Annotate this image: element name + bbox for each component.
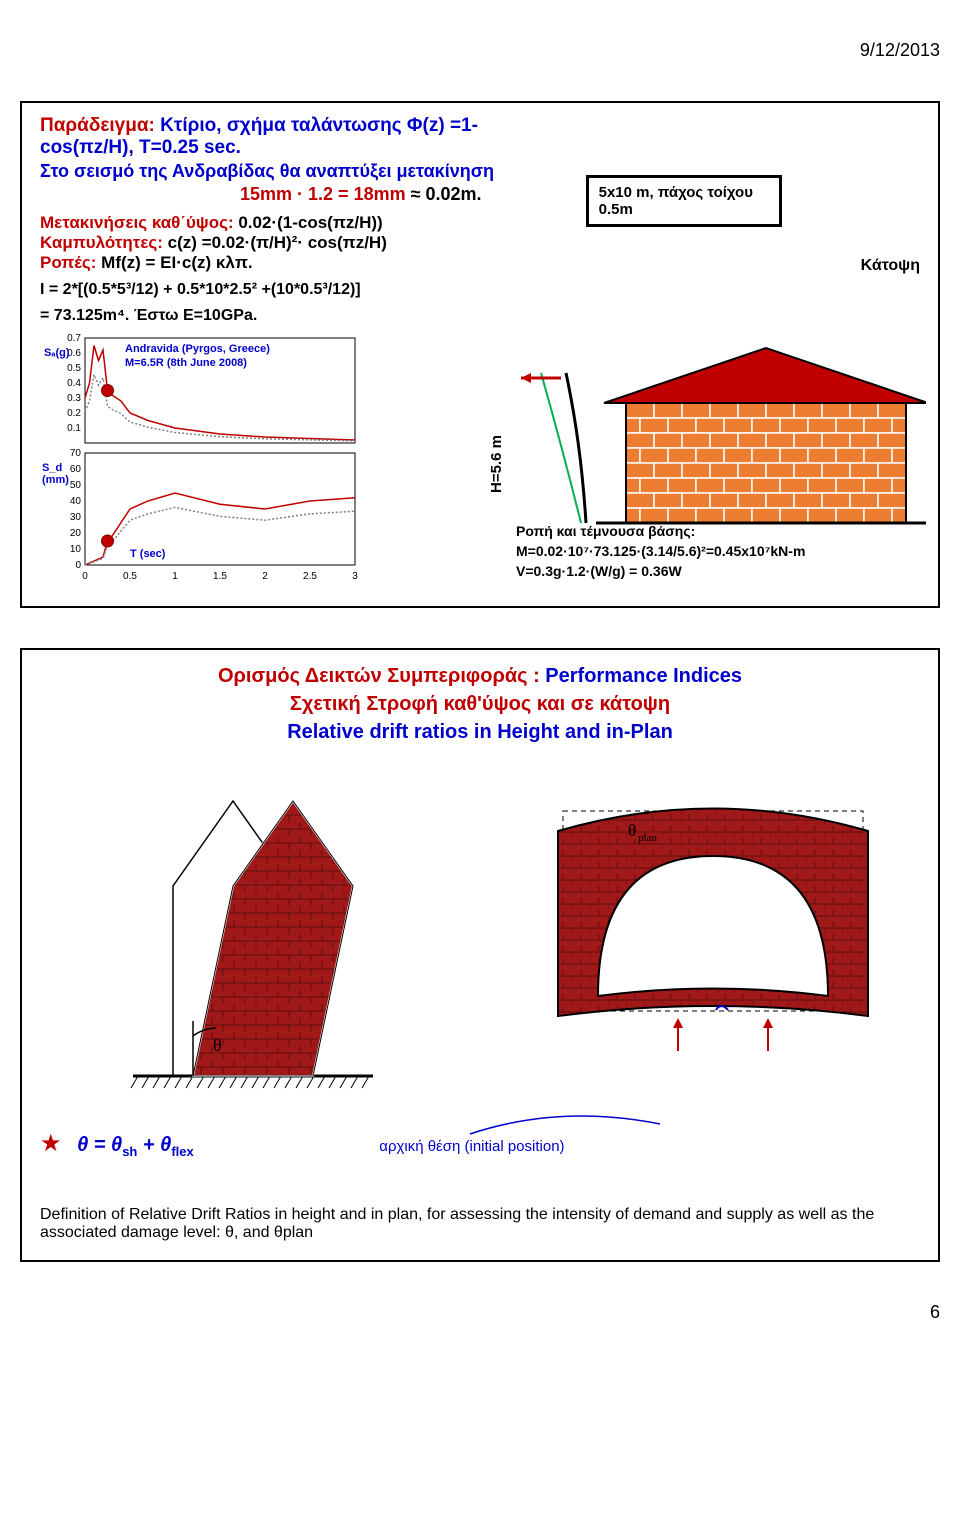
base-m: M=0.02·10⁷·73.125·(3.14/5.6)²=0.45x10⁷kN…: [516, 543, 926, 559]
indent-red: 15mm · 1.2 = 18mm: [240, 184, 406, 204]
svg-text:20: 20: [70, 528, 82, 539]
star-icon: ★: [40, 1130, 62, 1157]
svg-text:θ: θ: [213, 1035, 222, 1055]
svg-text:0.1: 0.1: [67, 423, 81, 434]
svg-text:0.7: 0.7: [67, 333, 81, 344]
svg-text:2: 2: [262, 571, 268, 582]
indent-black: ≈ 0.02m.: [406, 184, 482, 204]
svg-text:(mm): (mm): [42, 474, 69, 486]
svg-text:50: 50: [70, 480, 82, 491]
initial-position-label: αρχική θέση (initial position): [379, 1138, 564, 1155]
katopsi-label: Κάτοψη: [586, 257, 920, 275]
pointer-line: [440, 1109, 840, 1139]
s2-t1-red: Ορισμός Δεικτών Συμπεριφοράς :: [218, 665, 540, 687]
plan-diagram: θplan: [518, 766, 898, 1066]
svg-text:3: 3: [352, 571, 358, 582]
slide1-title: Παράδειγμα: Κτίριο, σχήμα ταλάντωσης Φ(z…: [40, 115, 566, 159]
param-block: Μετακινήσεις καθ΄ύψος: 0.02·(1-cos(πz/H)…: [40, 213, 566, 273]
i-line1: I = 2*[(0.5*5³/12) + 0.5*10*2.5² +(10*0.…: [40, 281, 566, 299]
formula: θ = θsh + θflex: [77, 1134, 194, 1156]
definition-text: Definition of Relative Drift Ratios in h…: [40, 1206, 920, 1242]
svg-text:Sₐ(g): Sₐ(g): [44, 347, 70, 359]
svg-text:1.5: 1.5: [213, 571, 227, 582]
slide-1: Παράδειγμα: Κτίριο, σχήμα ταλάντωσης Φ(z…: [20, 101, 940, 608]
i-line2: = 73.125m⁴. Έστω E=10GPa.: [40, 307, 566, 325]
svg-text:0.4: 0.4: [67, 378, 81, 389]
slide2-figures: θ θplan: [40, 766, 920, 1111]
svg-text:10: 10: [70, 544, 82, 555]
base-title: Ροπή και τέμνουσα βάσης:: [516, 523, 926, 539]
page-number: 6: [20, 1302, 940, 1323]
page-date: 9/12/2013: [20, 40, 940, 61]
svg-text:plan: plan: [638, 832, 657, 844]
svg-text:0.5: 0.5: [67, 363, 81, 374]
p3-val: Mf(z) = EI·c(z) κλπ.: [96, 253, 252, 272]
base-v: V=0.3g·1.2·(W/g) = 0.36W: [516, 563, 926, 579]
svg-text:S_d: S_d: [42, 462, 62, 474]
p2-label: Καμπυλότητες:: [40, 233, 163, 252]
slide-2: Ορισμός Δεικτών Συμπεριφοράς : Performan…: [20, 648, 940, 1262]
title-prefix: Παράδειγμα:: [40, 115, 155, 136]
svg-text:2.5: 2.5: [303, 571, 317, 582]
p1-label: Μετακινήσεις καθ΄ύψος:: [40, 213, 234, 232]
s2-t1-blue: Performance Indices: [540, 665, 742, 687]
svg-text:θ: θ: [628, 821, 636, 840]
p3-label: Ροπές:: [40, 253, 96, 272]
chart-area: 0.70.60.50.40.30.20.170605040302010000.5…: [40, 333, 920, 588]
svg-text:H=5.6 m: H=5.6 m: [488, 435, 505, 493]
svg-text:30: 30: [70, 512, 82, 523]
svg-text:0: 0: [75, 560, 81, 571]
slide1-indent: 15mm · 1.2 = 18mm ≈ 0.02m.: [240, 184, 566, 205]
svg-text:40: 40: [70, 496, 82, 507]
p2-val: c(z) =0.02·(π/H)²· cos(πz/H): [163, 233, 387, 252]
slide1-subline: Στο σεισμό της Ανδραβίδας θα αναπτύξει μ…: [40, 161, 566, 182]
svg-text:M=6.5R (8th June 2008): M=6.5R (8th June 2008): [125, 357, 247, 369]
svg-text:1: 1: [172, 571, 178, 582]
svg-text:T (sec): T (sec): [130, 548, 166, 560]
slide2-title: Ορισμός Δεικτών Συμπεριφοράς : Performan…: [40, 662, 920, 746]
svg-text:0.5: 0.5: [123, 571, 137, 582]
svg-text:0.2: 0.2: [67, 408, 81, 419]
svg-text:0: 0: [82, 571, 88, 582]
svg-text:60: 60: [70, 464, 82, 475]
spectrum-chart: 0.70.60.50.40.30.20.170605040302010000.5…: [40, 333, 360, 583]
svg-text:0.3: 0.3: [67, 393, 81, 404]
svg-text:70: 70: [70, 448, 82, 459]
svg-text:Andravida (Pyrgos, Greece): Andravida (Pyrgos, Greece): [125, 343, 270, 355]
p1-val: 0.02·(1-cos(πz/H)): [234, 213, 383, 232]
wall-dimensions-box: 5x10 m, πάχος τοίχου 0.5m: [586, 175, 782, 227]
s2-t2: Σχετική Στροφή καθ'ύψος και σε κάτοψη: [290, 693, 670, 715]
tower-diagram: θ: [113, 766, 393, 1106]
s2-t3: Relative drift ratios in Height and in-P…: [287, 721, 673, 743]
